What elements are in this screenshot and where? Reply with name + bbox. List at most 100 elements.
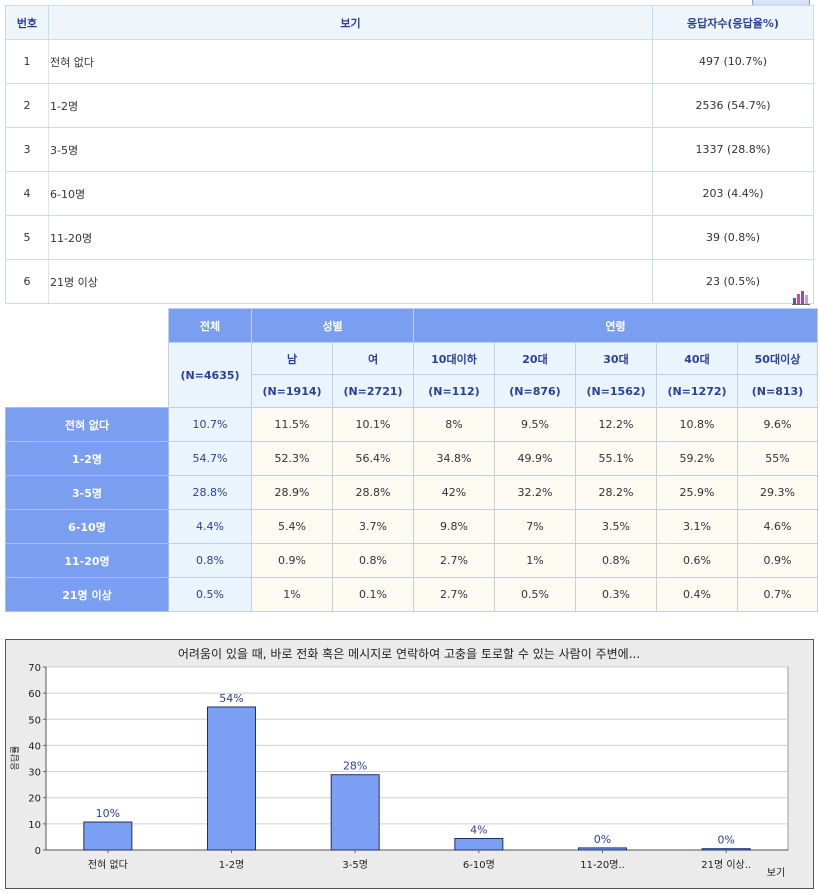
response-row-count: 497 (10.7%) [652,39,814,84]
column-header: 30대 [575,342,657,375]
x-tick-label: 3-5명 [342,859,368,871]
bar-chart-icon[interactable] [792,289,810,305]
cross-row: 6-10명 4.4% 5.4% 3.7% 9.8% 7% 3.5% 3.1% 4.6% [5,509,818,544]
cross-cell: 42% [413,475,495,510]
y-tick-label: 40 [28,741,41,752]
response-row-count: 203 (4.4%) [652,171,814,216]
column-n: (N=112) [413,374,495,408]
cross-cell: 10.8% [656,407,738,442]
total-n: (N=4635) [168,342,252,408]
response-row-option: 전혀 없다 [48,39,653,84]
cross-cell: 9.6% [737,407,818,442]
x-tick-label: 11-20명.. [580,859,625,871]
cross-cell: 0.1% [332,577,414,612]
cross-row-total: 28.8% [168,475,252,510]
y-tick-label: 10 [28,820,41,831]
cross-row-total: 0.8% [168,543,252,578]
cross-row: 11-20명 0.8% 0.9% 0.8% 2.7% 1% 0.8% 0.6% 0.9% [5,543,818,578]
gender-header: 성별 [251,308,414,343]
response-row-no: 6 [5,259,49,304]
response-row-option: 1-2명 [48,83,653,128]
cross-cell: 1% [494,543,576,578]
response-row-no: 4 [5,171,49,216]
cross-row-label: 전혀 없다 [5,407,169,442]
bar-data-label: 10% [96,807,120,820]
column-header: 여 [332,342,414,375]
response-row-no: 5 [5,215,49,260]
y-tick-label: 50 [28,715,41,726]
x-tick-label: 21명 이상.. [701,859,751,871]
bar [578,847,627,851]
bar-data-label: 54% [219,692,243,705]
x-tick-label: 6-10명 [463,859,495,871]
cross-cell: 55.1% [575,441,657,476]
response-row: 6 21명 이상 23 (0.5%) [5,259,814,304]
cross-cell: 2.7% [413,577,495,612]
cross-cell: 0.8% [575,543,657,578]
header-count: 응답자수(응답율%) [652,5,814,40]
y-tick-label: 0 [35,846,41,857]
cross-row: 3-5명 28.8% 28.9% 28.8% 42% 32.2% 28.2% 25.9% 29.… [5,475,818,510]
cross-cell: 12.2% [575,407,657,442]
cross-cell: 28.8% [332,475,414,510]
column-n: (N=876) [494,374,576,408]
y-axis-label: 응답률 [9,746,21,771]
response-row-count: 1337 (28.8%) [652,127,814,172]
cross-cell: 56.4% [332,441,414,476]
cross-cell: 52.3% [251,441,333,476]
column-n: (N=1914) [251,374,333,408]
bar [454,837,504,851]
cross-cell: 28.2% [575,475,657,510]
cross-cell: 11.5% [251,407,333,442]
header-option: 보기 [48,5,653,40]
cross-row: 1-2명 54.7% 52.3% 56.4% 34.8% 49.9% 55.1% 59.2% 5… [5,441,818,476]
cross-row-label: 1-2명 [5,441,169,476]
total-header: 전체 [168,308,252,343]
bar-data-label: 4% [470,823,487,836]
x-axis-label: 보기 [767,867,785,879]
y-tick-label: 20 [28,794,41,805]
response-table-header: 번호 보기 응답자수(응답율%) [5,5,814,40]
response-row-option: 21명 이상 [48,259,653,304]
cross-row-label: 11-20명 [5,543,169,578]
cross-cell: 4.6% [737,509,818,544]
cross-cell: 9.5% [494,407,576,442]
bar-chart-svg: 어려움이 있을 때, 바로 전화 혹은 메시지로 연락하여 고충을 토로할 수 … [9,647,789,879]
cross-cell: 0.8% [332,543,414,578]
header-no: 번호 [5,5,49,40]
chart-title: 어려움이 있을 때, 바로 전화 혹은 메시지로 연락하여 고충을 토로할 수 … [178,647,640,661]
column-header: 40대 [656,342,738,375]
response-row: 1 전혀 없다 497 (10.7%) [5,39,814,84]
cross-cell: 0.6% [656,543,738,578]
corner-blank [5,308,169,408]
column-header: 50대이상 [737,342,818,375]
plot-area [45,666,789,851]
y-tick-label: 30 [28,768,41,779]
column-n: (N=813) [737,374,818,408]
response-row: 5 11-20명 39 (0.8%) [5,215,814,260]
cross-row: 21명 이상 0.5% 1% 0.1% 2.7% 0.5% 0.3% 0.4% 0.7% [5,577,818,612]
bar [207,706,256,851]
cross-cell: 59.2% [656,441,738,476]
cross-row-total: 4.4% [168,509,252,544]
cross-cell: 28.9% [251,475,333,510]
cross-cell: 7% [494,509,576,544]
cross-cell: 0.4% [656,577,738,612]
column-header: 20대 [494,342,576,375]
response-row-count: 2536 (54.7%) [652,83,814,128]
response-row-option: 6-10명 [48,171,653,216]
column-header: 10대이하 [413,342,495,375]
bar-data-label: 0% [717,834,734,847]
cross-row: 전혀 없다 10.7% 11.5% 10.1% 8% 9.5% 12.2% 10.8% 9.6% [5,407,818,442]
cross-cell: 3.5% [575,509,657,544]
cross-cell: 1% [251,577,333,612]
cross-cell: 0.9% [251,543,333,578]
cross-row-label: 21명 이상 [5,577,169,612]
cross-cell: 10.1% [332,407,414,442]
bar-data-label: 28% [343,760,367,773]
y-tick-label: 70 [28,663,41,674]
response-row-no: 1 [5,39,49,84]
response-table: 번호 보기 응답자수(응답율%) 1 전혀 없다 497 (10.7%) 2 1-2명 2… [5,5,814,304]
cross-cell: 55% [737,441,818,476]
column-n: (N=1562) [575,374,657,408]
